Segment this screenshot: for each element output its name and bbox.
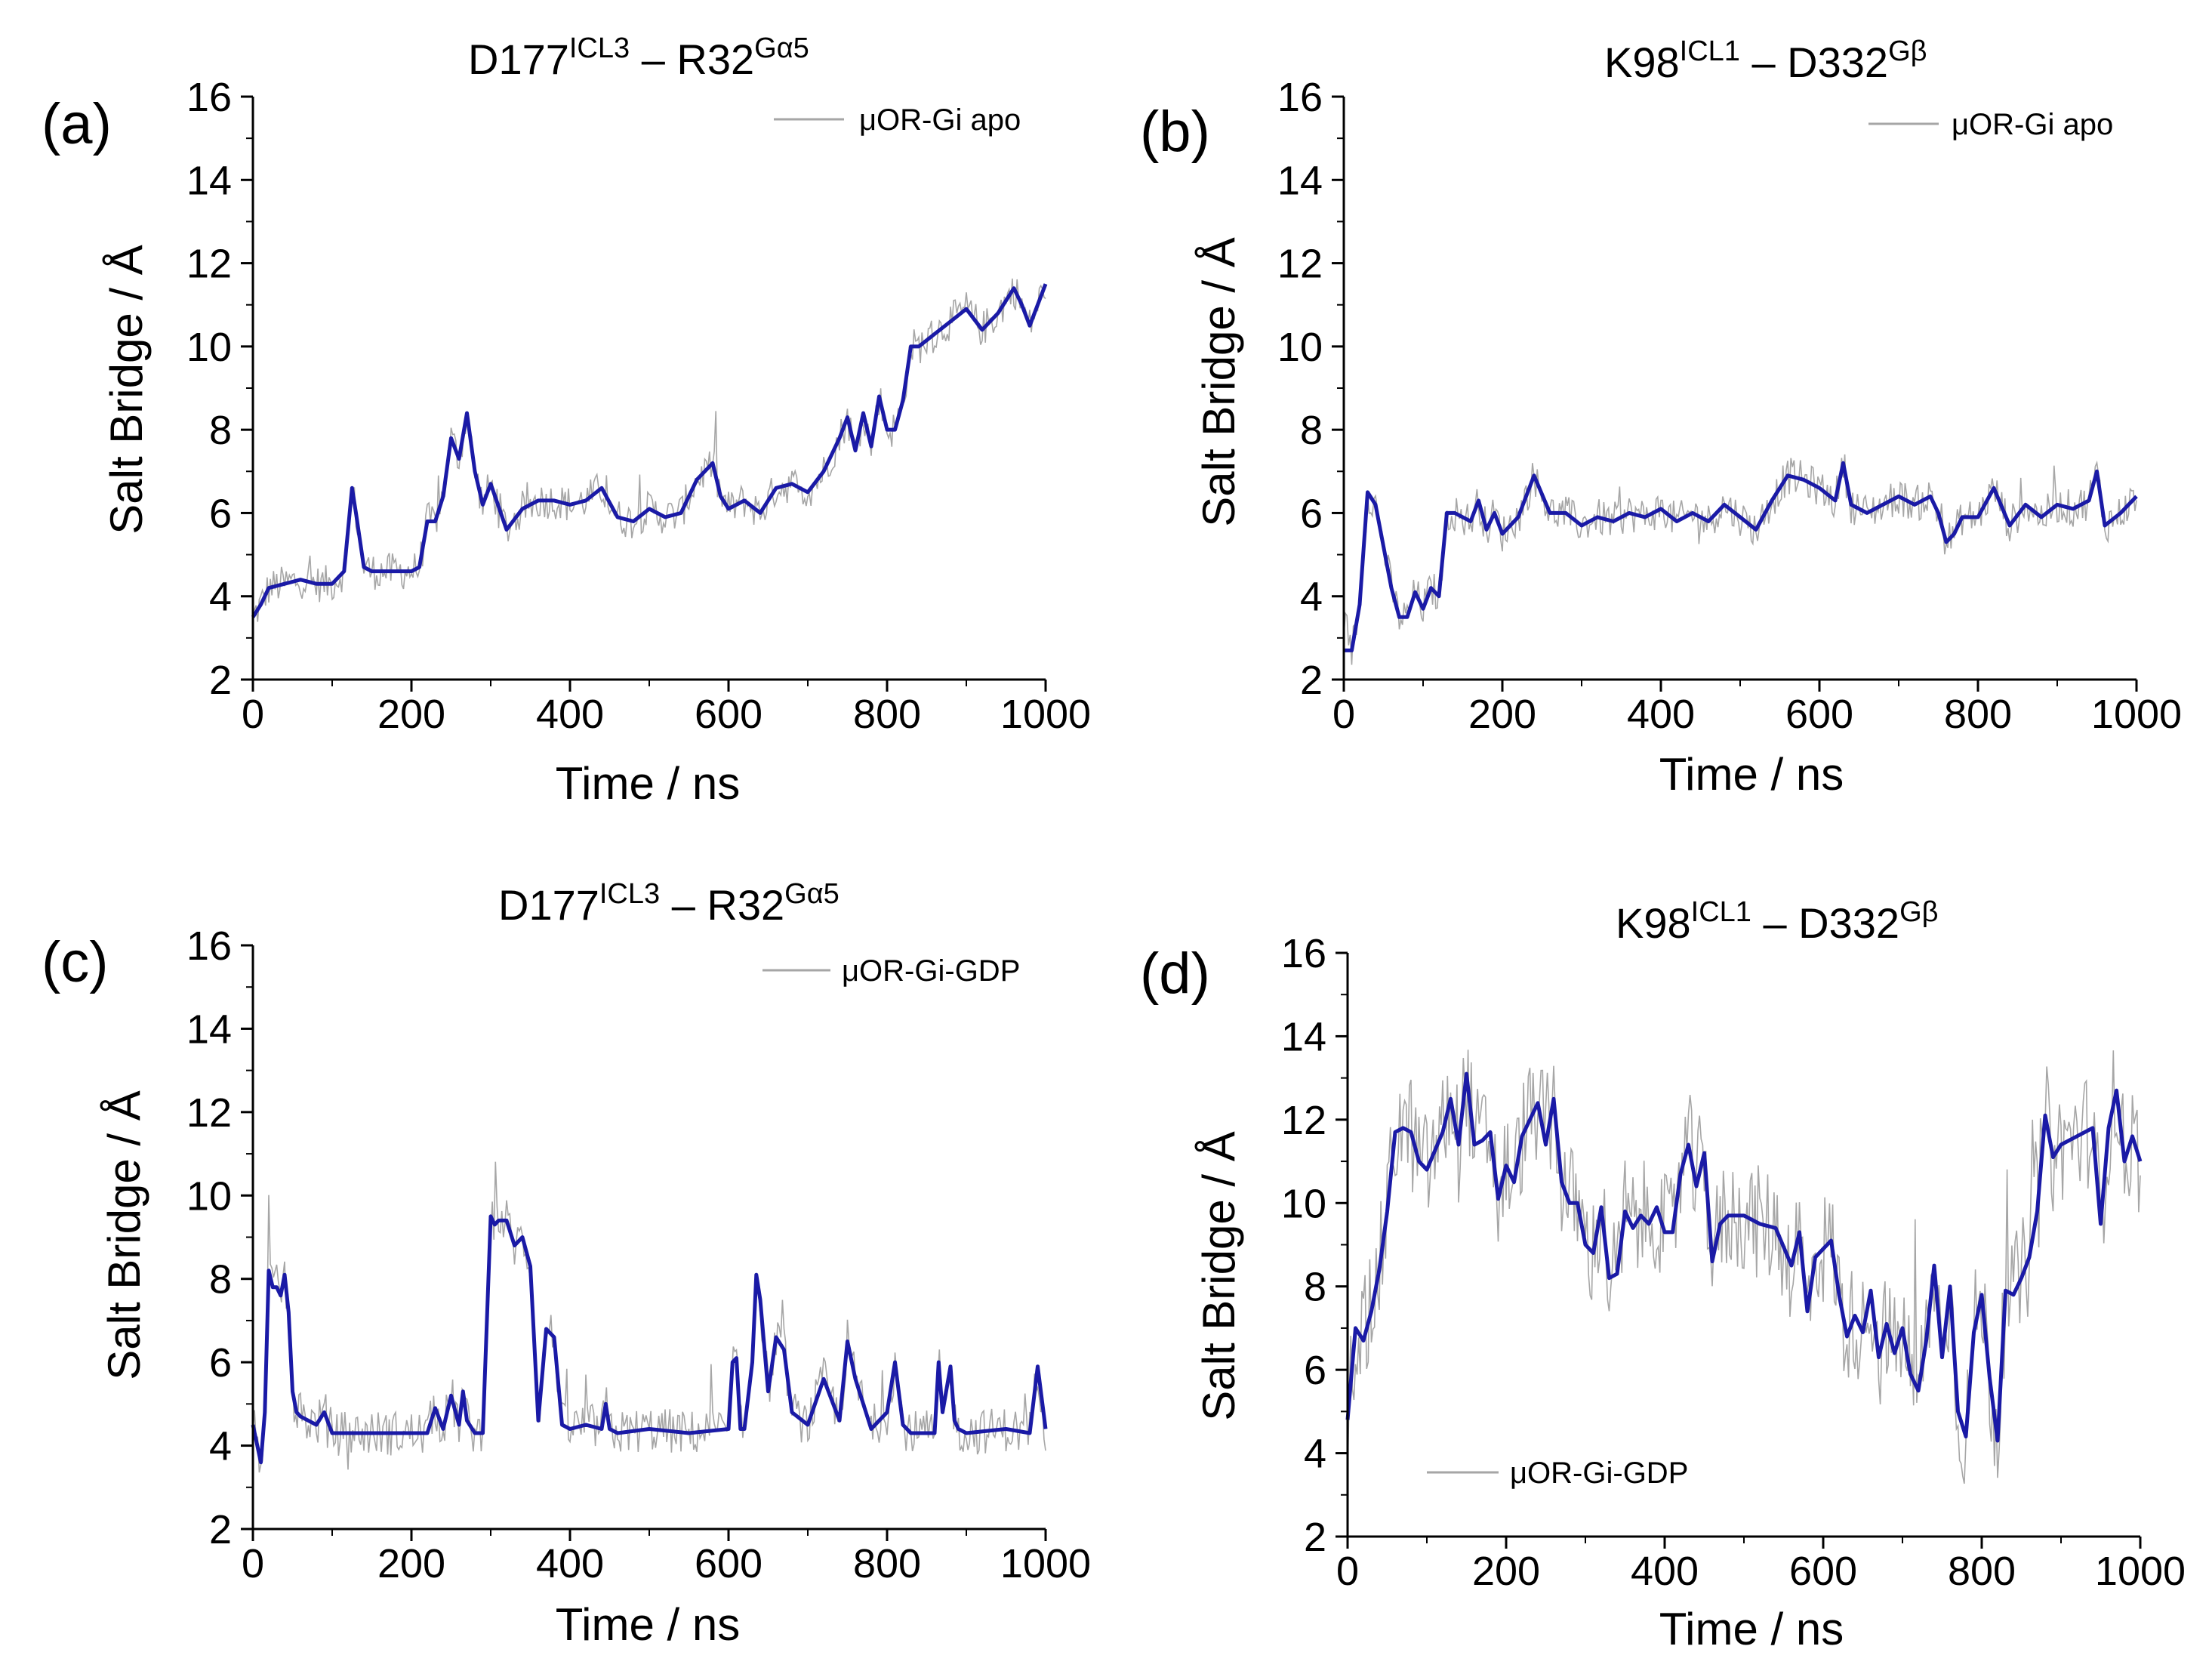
legend: μOR-Gi-GDP <box>762 954 1020 988</box>
y-tick-label: 14 <box>186 1007 232 1052</box>
x-tick-label: 600 <box>695 692 762 737</box>
x-tick-label: 600 <box>695 1541 762 1586</box>
y-tick-label: 2 <box>1300 658 1323 703</box>
y-tick-label: 4 <box>209 575 232 620</box>
y-tick-label: 6 <box>209 1340 232 1386</box>
x-axis-label: Time / ns <box>1659 749 1844 800</box>
x-tick-label: 1000 <box>2091 692 2182 737</box>
y-tick-label: 6 <box>1300 491 1323 536</box>
legend-label: μOR-Gi-GDP <box>842 954 1020 988</box>
panel-title: K98ICL1 – D332Gβ <box>1604 35 1927 86</box>
y-tick-label: 12 <box>1281 1098 1326 1143</box>
y-tick-label: 16 <box>1277 75 1323 120</box>
x-tick-label: 1000 <box>2095 1549 2186 1594</box>
y-tick-label: 10 <box>186 325 232 370</box>
x-tick-label: 600 <box>1789 1549 1857 1594</box>
raw-trace <box>252 278 1046 622</box>
x-tick-label: 200 <box>1468 692 1536 737</box>
legend-label: μOR-Gi apo <box>859 103 1021 137</box>
y-tick-label: 14 <box>186 158 232 203</box>
x-tick-label: 0 <box>242 1541 264 1586</box>
x-axis-label: Time / ns <box>1659 1604 1844 1654</box>
x-tick-label: 800 <box>853 1541 921 1586</box>
y-tick-label: 14 <box>1277 158 1323 203</box>
y-tick-label: 16 <box>186 923 232 969</box>
x-tick-label: 0 <box>242 692 264 737</box>
panel-d: (d) K98ICL1 – D332Gβ Time / ns Salt Brid… <box>1140 896 2186 1654</box>
smoothed-series-line <box>251 1214 1048 1465</box>
panel-b: (b) K98ICL1 – D332Gβ Time / ns Salt Brid… <box>1140 35 2182 800</box>
x-tick-label: 200 <box>377 1541 445 1586</box>
x-tick-label: 800 <box>1944 692 2012 737</box>
panel-letter: (b) <box>1140 100 1210 164</box>
legend-label: μOR-Gi apo <box>1952 108 2113 141</box>
panel-title: D177ICL3 – R32Gα5 <box>468 32 809 83</box>
y-tick-label: 10 <box>1277 325 1323 370</box>
panel-a: (a) D177ICL3 – R32Gα5 Time / ns Salt Bri… <box>42 32 1091 809</box>
y-tick-label: 2 <box>1304 1515 1326 1560</box>
y-tick-label: 16 <box>186 75 232 120</box>
x-tick-label: 200 <box>377 692 445 737</box>
y-axis-label: Salt Bridge / Å <box>101 245 152 535</box>
x-tick-label: 1000 <box>1000 692 1091 737</box>
x-tick-label: 600 <box>1785 692 1853 737</box>
y-tick-label: 8 <box>209 408 232 453</box>
y-tick-label: 6 <box>209 491 232 536</box>
raw-trace <box>1343 454 2137 665</box>
y-tick-label: 4 <box>1300 575 1323 620</box>
y-tick-label: 2 <box>209 658 232 703</box>
y-tick-label: 8 <box>209 1257 232 1302</box>
y-axis-label: Salt Bridge / Å <box>99 1090 149 1380</box>
x-tick-label: 400 <box>536 1541 604 1586</box>
y-tick-label: 4 <box>1304 1432 1326 1477</box>
y-tick-label: 8 <box>1304 1265 1326 1310</box>
x-tick-label: 400 <box>1627 692 1695 737</box>
panel-title: D177ICL3 – R32Gα5 <box>498 878 840 929</box>
panel-letter: (a) <box>42 92 112 156</box>
x-tick-label: 200 <box>1472 1549 1540 1594</box>
y-tick-label: 10 <box>186 1173 232 1219</box>
x-tick-label: 0 <box>1332 692 1355 737</box>
y-tick-label: 8 <box>1300 408 1323 453</box>
y-tick-label: 16 <box>1281 931 1326 976</box>
smoothed-series-line <box>1345 1071 2143 1443</box>
panel-c: (c) D177ICL3 – R32Gα5 Time / ns Salt Bri… <box>42 878 1091 1650</box>
legend: μOR-Gi apo <box>774 103 1021 137</box>
smoothed-series-line <box>1344 461 2138 652</box>
panel-letter: (d) <box>1140 942 1210 1006</box>
y-tick-label: 4 <box>209 1424 232 1469</box>
x-tick-label: 0 <box>1336 1549 1359 1594</box>
x-tick-label: 400 <box>536 692 604 737</box>
y-tick-label: 12 <box>186 242 232 287</box>
legend-label: μOR-Gi-GDP <box>1510 1457 1688 1490</box>
panel-title: K98ICL1 – D332Gβ <box>1616 896 1938 947</box>
raw-trace <box>1347 1050 2141 1484</box>
y-tick-label: 12 <box>1277 242 1323 287</box>
y-axis-label: Salt Bridge / Å <box>1194 237 1244 527</box>
y-tick-label: 6 <box>1304 1348 1326 1393</box>
smoothed-series-line <box>251 283 1048 618</box>
x-tick-label: 800 <box>1948 1549 2016 1594</box>
y-tick-label: 10 <box>1281 1181 1326 1226</box>
x-tick-label: 800 <box>853 692 921 737</box>
x-axis-label: Time / ns <box>556 1599 740 1650</box>
y-tick-label: 2 <box>209 1507 232 1552</box>
legend: μOR-Gi-GDP <box>1427 1457 1688 1490</box>
y-tick-label: 14 <box>1281 1014 1326 1059</box>
legend: μOR-Gi apo <box>1868 108 2113 141</box>
y-tick-label: 12 <box>186 1090 232 1136</box>
x-tick-label: 1000 <box>1000 1541 1091 1586</box>
y-axis-label: Salt Bridge / Å <box>1194 1131 1244 1421</box>
raw-trace <box>252 1161 1046 1473</box>
x-tick-label: 400 <box>1631 1549 1699 1594</box>
x-axis-label: Time / ns <box>556 758 740 809</box>
panel-letter: (c) <box>42 930 109 994</box>
